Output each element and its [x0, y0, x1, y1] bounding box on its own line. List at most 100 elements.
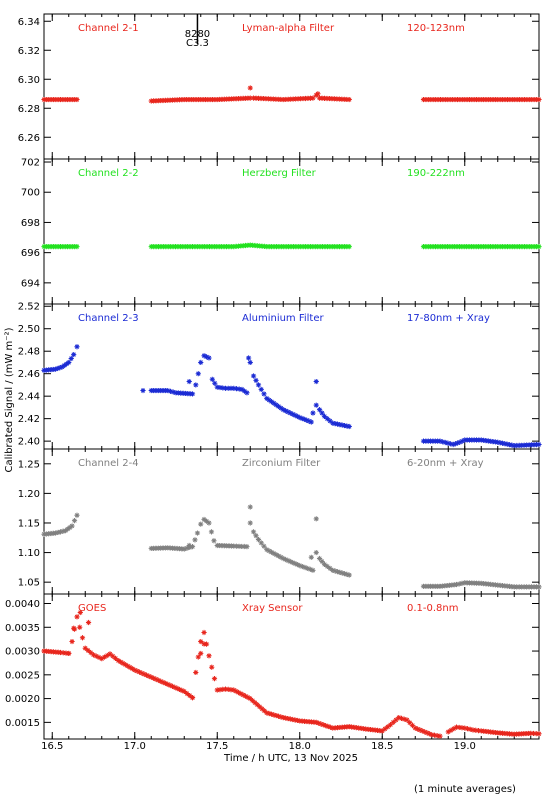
data-point — [155, 677, 161, 683]
data-point — [132, 667, 138, 673]
data-point — [401, 716, 407, 722]
data-point — [253, 533, 259, 539]
data-point — [201, 516, 207, 523]
data-point — [445, 729, 451, 735]
data-point — [187, 544, 193, 551]
data-point — [139, 670, 145, 676]
data-point — [68, 355, 74, 362]
data-point — [264, 547, 270, 553]
data-point — [255, 536, 262, 543]
data-point — [231, 687, 237, 693]
y-tick-label: 6.28 — [18, 104, 40, 115]
data-point — [528, 730, 534, 736]
data-point — [85, 619, 92, 626]
data-point — [129, 666, 135, 672]
x-axis-title: Time / h UTC, 13 Nov 2025 — [223, 753, 358, 764]
data-point — [203, 518, 210, 524]
data-point — [153, 676, 159, 682]
data-point — [280, 407, 286, 413]
panel-filter-label: Herzberg Filter — [242, 168, 317, 179]
data-point — [193, 382, 199, 388]
data-point — [228, 385, 234, 391]
data-point — [189, 391, 196, 397]
data-point — [271, 400, 277, 406]
panel-filter-label: Xray Sensor — [242, 603, 303, 614]
panel-filter-label: Zirconium Filter — [242, 458, 321, 469]
data-point — [112, 655, 119, 661]
data-point — [158, 678, 164, 684]
data-series — [41, 242, 542, 250]
data-point — [412, 725, 418, 731]
data-point — [266, 548, 272, 554]
data-point — [238, 691, 244, 697]
data-point — [424, 730, 430, 736]
data-point — [442, 439, 448, 446]
data-point — [247, 695, 253, 702]
data-point — [239, 543, 245, 550]
data-point — [305, 565, 311, 572]
data-point — [211, 538, 217, 544]
data-point — [79, 635, 86, 641]
data-point — [151, 675, 157, 681]
data-point — [231, 385, 237, 391]
data-point — [313, 719, 319, 725]
data-point — [387, 722, 394, 728]
data-point — [316, 407, 323, 413]
data-point — [246, 355, 252, 361]
data-point — [404, 717, 410, 723]
data-point — [179, 687, 185, 694]
panel-band-label: 190-222nm — [407, 168, 465, 179]
data-point — [174, 685, 180, 692]
data-point — [206, 355, 212, 361]
y-tick-label: 0.0025 — [5, 670, 40, 681]
data-point — [346, 244, 352, 250]
panel-filter-label: Aluminium Filter — [242, 313, 325, 324]
data-point — [77, 609, 83, 616]
y-tick-label: 702 — [21, 158, 40, 169]
data-point — [536, 441, 542, 448]
data-point — [259, 706, 265, 712]
panel-channel-label: Channel 2-1 — [78, 23, 139, 34]
data-point — [250, 529, 257, 535]
data-point — [301, 416, 307, 422]
data-point — [208, 529, 215, 535]
y-tick-label: 698 — [21, 218, 40, 229]
data-point — [254, 702, 260, 708]
data-point — [536, 96, 542, 103]
data-point — [475, 728, 482, 734]
data-point — [313, 516, 319, 522]
data-point — [69, 523, 75, 529]
data-point — [63, 650, 69, 656]
data-point — [316, 555, 323, 562]
data-point — [71, 518, 78, 524]
data-point — [189, 695, 196, 701]
x-tick-label: 19.0 — [454, 741, 476, 752]
data-point — [167, 388, 174, 394]
data-point — [241, 388, 248, 394]
data-point — [110, 653, 116, 659]
data-point — [327, 418, 333, 424]
data-point — [310, 410, 316, 416]
data-point — [176, 686, 183, 693]
data-point — [247, 520, 253, 526]
data-point — [172, 684, 178, 690]
data-point — [453, 724, 460, 730]
data-point — [57, 529, 64, 535]
data-point — [211, 676, 218, 682]
data-point — [247, 95, 253, 101]
data-point — [264, 710, 270, 716]
data-point — [134, 668, 140, 674]
data-point — [90, 652, 97, 658]
data-point — [240, 692, 246, 698]
data-point — [55, 529, 61, 536]
data-point — [247, 85, 253, 91]
y-tick-label: 6.34 — [18, 17, 40, 28]
data-point — [285, 409, 291, 415]
y-tick-label: 0.0020 — [5, 694, 40, 705]
y-tick-label: 1.10 — [18, 548, 40, 559]
data-point — [310, 95, 316, 101]
y-tick-label: 0.0035 — [5, 623, 40, 634]
data-point — [239, 386, 245, 393]
data-point — [456, 581, 462, 587]
data-point — [189, 544, 196, 550]
